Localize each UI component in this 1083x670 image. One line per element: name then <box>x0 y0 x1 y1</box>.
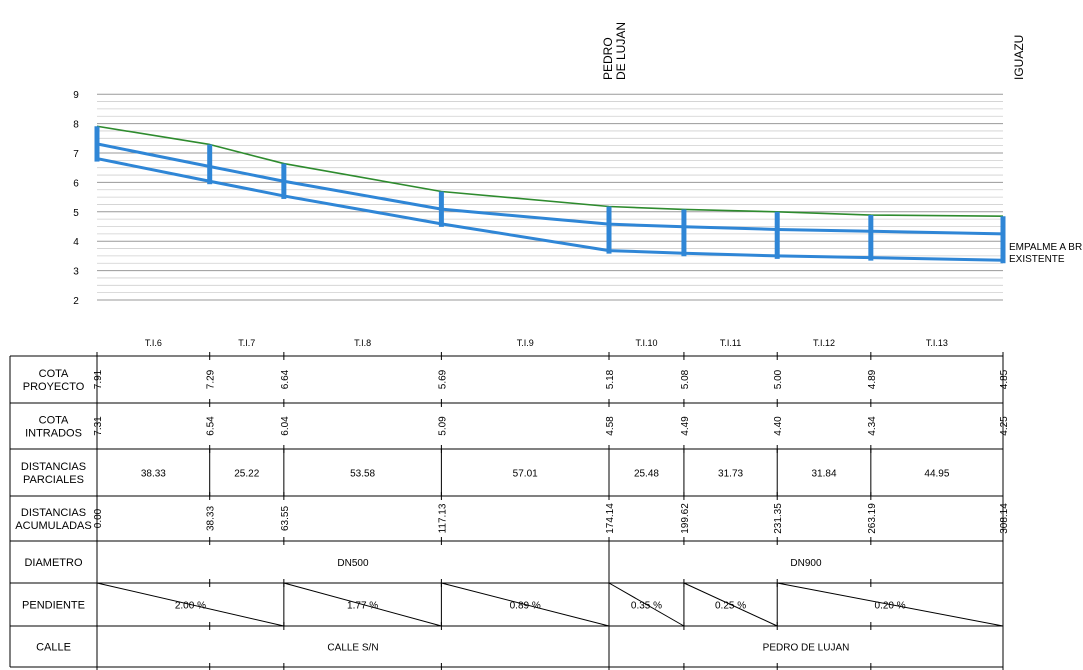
station-value: 6.04 <box>280 416 291 436</box>
partial-distance: 38.33 <box>141 469 166 480</box>
partial-distance: 57.01 <box>513 469 538 480</box>
section-label: T.I.10 <box>635 338 657 348</box>
section-label: T.I.12 <box>813 338 835 348</box>
station-value: 6.64 <box>280 369 291 389</box>
station-value: 4.49 <box>680 416 691 436</box>
station-value: 4.89 <box>867 369 878 389</box>
station-value: 4.25 <box>999 416 1010 436</box>
station-value: 7.31 <box>93 416 104 436</box>
y-tick-label: 3 <box>73 267 79 278</box>
row-label: DISTANCIAS <box>21 461 86 473</box>
station-value: 5.09 <box>437 416 448 436</box>
elevation-axis: 2 3 4 5 6 7 8 9 <box>73 90 79 307</box>
partial-distance: 31.73 <box>718 469 743 480</box>
y-tick-label: 4 <box>73 237 79 248</box>
y-tick-label: 2 <box>73 296 79 307</box>
row-label: INTRADOS <box>25 428 82 440</box>
end-note-line: EMPALME A BR <box>1009 242 1082 253</box>
partial-distance: 53.58 <box>350 469 375 480</box>
station-value: 5.69 <box>437 369 448 389</box>
station-value: 5.00 <box>773 369 784 389</box>
slope-value: 0.89 % <box>510 601 541 612</box>
slope-line <box>608 582 685 627</box>
slope-line <box>441 582 610 627</box>
section-label: T.I.6 <box>145 338 162 348</box>
street-value: CALLE S/N <box>327 643 378 654</box>
station-value: 7.91 <box>93 369 104 389</box>
section-label: T.I.13 <box>926 338 948 348</box>
slope-line <box>683 582 778 627</box>
diameter-value: DN900 <box>790 558 822 569</box>
station-value: 5.08 <box>680 369 691 389</box>
row-label: CALLE <box>36 642 71 654</box>
station-value: 231.35 <box>773 503 784 534</box>
row-label: PROYECTO <box>23 381 85 393</box>
station-value: 7.29 <box>206 369 217 389</box>
station-value: 4.58 <box>605 416 616 436</box>
station-value: 38.33 <box>206 506 217 531</box>
partial-distance: 25.48 <box>634 469 659 480</box>
section-label: T.I.7 <box>238 338 255 348</box>
street-label-pedro-de-lujan: PEDRODE LUJAN <box>601 22 628 80</box>
section-label: T.I.11 <box>720 338 741 348</box>
row-label: ACUMULADAS <box>15 520 91 532</box>
pipe-invert-line <box>96 157 1004 262</box>
row-label: COTA <box>39 368 69 380</box>
y-tick-label: 7 <box>73 149 79 160</box>
partial-distance: 25.22 <box>234 469 259 480</box>
station-value: 4.34 <box>867 416 878 436</box>
row-label: DIAMETRO <box>24 557 83 569</box>
slope-line <box>777 582 1004 627</box>
slope-value: 1.77 % <box>347 601 378 612</box>
profile-lines <box>94 125 1006 264</box>
y-tick-label: 6 <box>73 178 79 189</box>
partial-distance: 31.84 <box>812 469 837 480</box>
section-label: T.I.8 <box>354 338 371 348</box>
elevation-grid <box>97 93 1003 301</box>
partial-distance: 44.95 <box>924 469 949 480</box>
pipe-crown-line <box>96 142 1004 236</box>
row-label: PARCIALES <box>23 474 84 486</box>
street-labels: PEDRODE LUJAN IGUAZU <box>601 22 1026 80</box>
slope-line <box>283 582 442 627</box>
station-value: 63.55 <box>280 506 291 531</box>
station-value: 174.14 <box>605 503 616 534</box>
slope-value: 0.35 % <box>631 601 662 612</box>
section-label: T.I.9 <box>517 338 534 348</box>
station-value: 117.13 <box>437 503 448 533</box>
slope-value: 0.25 % <box>715 601 746 612</box>
slope-value: 2.00 % <box>175 601 206 612</box>
row-label: DISTANCIAS <box>21 507 86 519</box>
diameter-value: DN500 <box>337 558 369 569</box>
station-value: 263.19 <box>867 503 878 534</box>
street-value: PEDRO DE LUJAN <box>763 643 850 654</box>
station-value: 0.00 <box>93 508 104 528</box>
y-tick-label: 9 <box>73 90 79 101</box>
station-value: 4.85 <box>999 369 1010 389</box>
profile-table: T.I.6 T.I.7 T.I.8 T.I.9 T.I.10 T.I.11 T.I.12 T.… <box>9 338 1010 670</box>
station-value: 199.62 <box>680 503 691 534</box>
y-tick-label: 8 <box>73 120 79 131</box>
slope-line <box>96 582 284 627</box>
station-value: 6.54 <box>206 416 217 436</box>
end-note-line: EXISTENTE <box>1009 254 1065 265</box>
street-label-iguazu: IGUAZU <box>1012 35 1026 80</box>
station-value: 4.40 <box>773 416 784 436</box>
y-tick-label: 5 <box>73 208 79 219</box>
row-label: PENDIENTE <box>22 600 85 612</box>
station-value: 308.14 <box>999 503 1010 534</box>
station-value: 5.18 <box>605 369 616 389</box>
slope-value: 0.20 % <box>875 601 906 612</box>
row-label: COTA <box>39 415 69 427</box>
